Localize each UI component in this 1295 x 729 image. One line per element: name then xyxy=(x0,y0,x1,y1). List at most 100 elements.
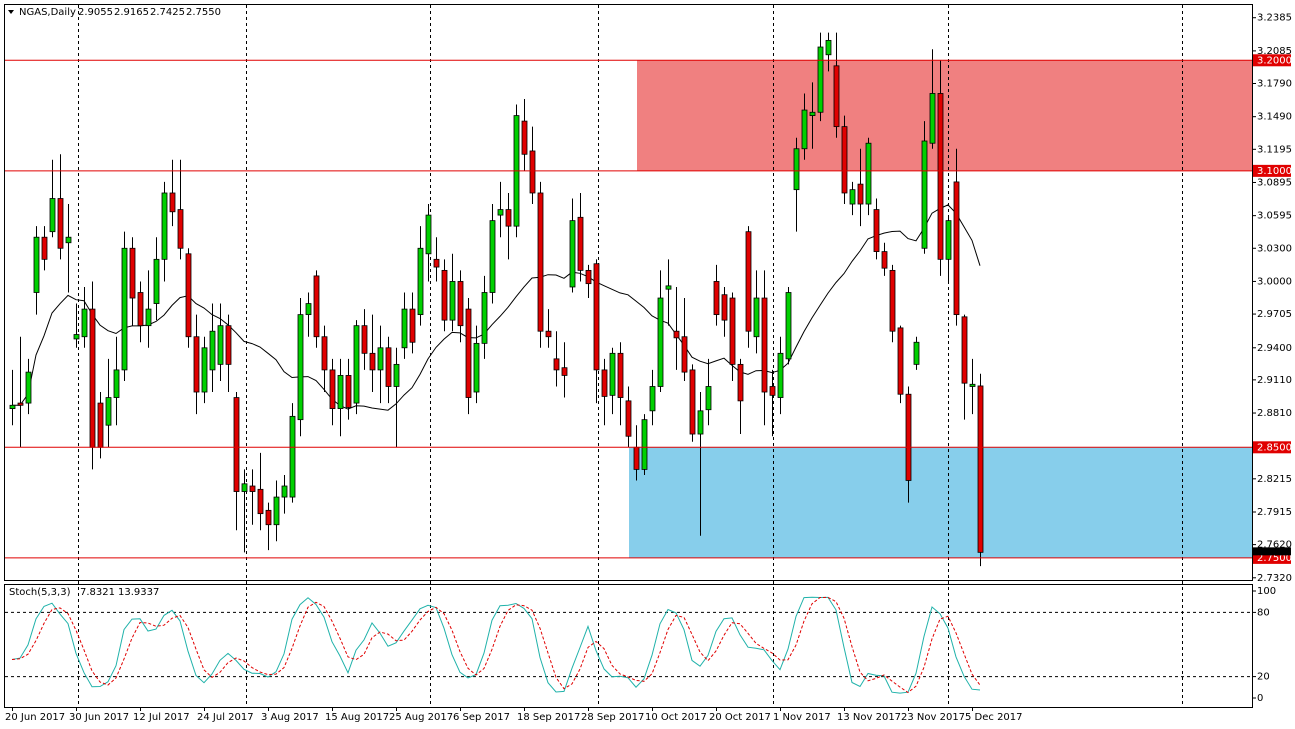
candle-body xyxy=(857,183,864,205)
candle-body xyxy=(729,297,736,365)
x-tick-label: 1 Nov 2017 xyxy=(773,712,831,723)
y-tick-label: 2.7915 xyxy=(1257,507,1292,518)
stoch-tick-label: 20 xyxy=(1257,672,1270,683)
candle-body xyxy=(321,336,328,371)
candle-body xyxy=(457,281,464,327)
candle-body xyxy=(417,247,424,316)
candle-body xyxy=(921,140,928,249)
candle-body xyxy=(897,327,904,395)
candle-body xyxy=(305,303,312,316)
candle-body xyxy=(257,488,264,515)
x-tick-label: 18 Sep 2017 xyxy=(517,712,580,723)
candle-body xyxy=(33,236,40,293)
candle-body xyxy=(401,308,408,349)
candle-body xyxy=(193,336,200,393)
x-tick-label: 23 Nov 2017 xyxy=(901,712,965,723)
candle-body xyxy=(465,308,472,398)
candle-body xyxy=(825,39,832,56)
candle-body xyxy=(585,269,592,285)
candle-body xyxy=(369,352,376,371)
candle-body xyxy=(473,342,480,393)
candle-body xyxy=(137,292,144,327)
candle-body xyxy=(129,247,136,299)
candle-body xyxy=(537,192,544,332)
candle-body xyxy=(73,334,80,340)
level-badge xyxy=(1253,164,1291,177)
candle-body xyxy=(497,209,504,216)
level-label: 2.8500 xyxy=(1257,442,1292,453)
ohlc-low: 2.7425 xyxy=(150,7,185,18)
candle-body xyxy=(633,446,640,470)
candle-body xyxy=(945,220,952,260)
y-tick-label: 3.0300 xyxy=(1257,243,1292,254)
candle-body xyxy=(625,400,632,437)
y-tick-label: 2.9110 xyxy=(1257,375,1292,386)
candle-body xyxy=(145,308,152,327)
candle-body xyxy=(177,209,184,249)
candle-body xyxy=(521,120,528,155)
stoch-k: 7.8321 xyxy=(80,587,115,598)
candle-body xyxy=(561,367,568,376)
candle-body xyxy=(353,325,360,404)
candle-body xyxy=(409,308,416,343)
x-tick-label: 20 Oct 2017 xyxy=(709,712,771,723)
candle-body xyxy=(809,111,816,116)
candle-body xyxy=(273,496,280,526)
x-tick-label: 20 Jun 2017 xyxy=(5,712,65,723)
y-tick-label: 2.9705 xyxy=(1257,309,1292,320)
candle-body xyxy=(121,247,128,371)
candle-body xyxy=(337,375,344,410)
candle-body xyxy=(529,150,536,194)
level-label: 2.7500 xyxy=(1257,553,1292,564)
candle-body xyxy=(865,142,872,205)
candle-body xyxy=(969,383,976,387)
candle-body xyxy=(889,269,896,332)
candle-body xyxy=(185,253,192,338)
candle-body xyxy=(641,419,648,470)
candle-body xyxy=(953,181,960,316)
candle-body xyxy=(713,281,720,316)
menu-arrow[interactable] xyxy=(8,10,14,14)
candle-body xyxy=(617,352,624,398)
stoch-signal xyxy=(11,596,981,694)
level-label: 3.1000 xyxy=(1257,166,1292,177)
x-tick-label: 28 Sep 2017 xyxy=(581,712,644,723)
candle-body xyxy=(233,397,240,492)
candle-body xyxy=(785,292,792,360)
candle-body xyxy=(705,386,712,411)
candle-body xyxy=(345,375,352,408)
candle-body xyxy=(593,263,600,371)
x-tick-label: 10 Oct 2017 xyxy=(645,712,707,723)
candle-body xyxy=(49,198,56,233)
candle-body xyxy=(9,404,16,410)
candle-body xyxy=(105,397,112,426)
candle-body xyxy=(505,209,512,227)
candle-body xyxy=(425,214,432,255)
x-tick-label: 25 Aug 2017 xyxy=(389,712,453,723)
candle-body xyxy=(609,352,616,396)
candle-body xyxy=(665,285,672,290)
y-tick-label: 2.9400 xyxy=(1257,343,1292,354)
candle-body xyxy=(905,393,912,481)
candle-body xyxy=(17,402,24,406)
stoch-frame xyxy=(4,584,1253,708)
candle-body xyxy=(161,192,168,260)
candle-body xyxy=(433,258,440,268)
ohlc-high: 2.9165 xyxy=(114,7,149,18)
y-tick-label: 3.2085 xyxy=(1257,46,1292,57)
candle-body xyxy=(65,236,72,244)
candle-body xyxy=(313,275,320,338)
candle-body xyxy=(881,251,888,269)
y-tick-label: 3.0000 xyxy=(1257,276,1292,287)
candle-body xyxy=(913,341,920,365)
zone xyxy=(629,447,1252,558)
candle-body xyxy=(873,209,880,252)
level-label: 3.2000 xyxy=(1257,55,1292,66)
plot: 3.2385 3.2085 3.1790 3.1490 3.1195 3.0895 3.05… xyxy=(5,13,1292,723)
candle-body xyxy=(57,198,64,249)
x-tick-label: 13 Nov 2017 xyxy=(837,712,901,723)
candle-body xyxy=(481,292,488,344)
candle-body xyxy=(153,258,160,304)
y-tick-label: 2.8810 xyxy=(1257,408,1292,419)
ohlc-close: 2.7550 xyxy=(186,7,221,18)
